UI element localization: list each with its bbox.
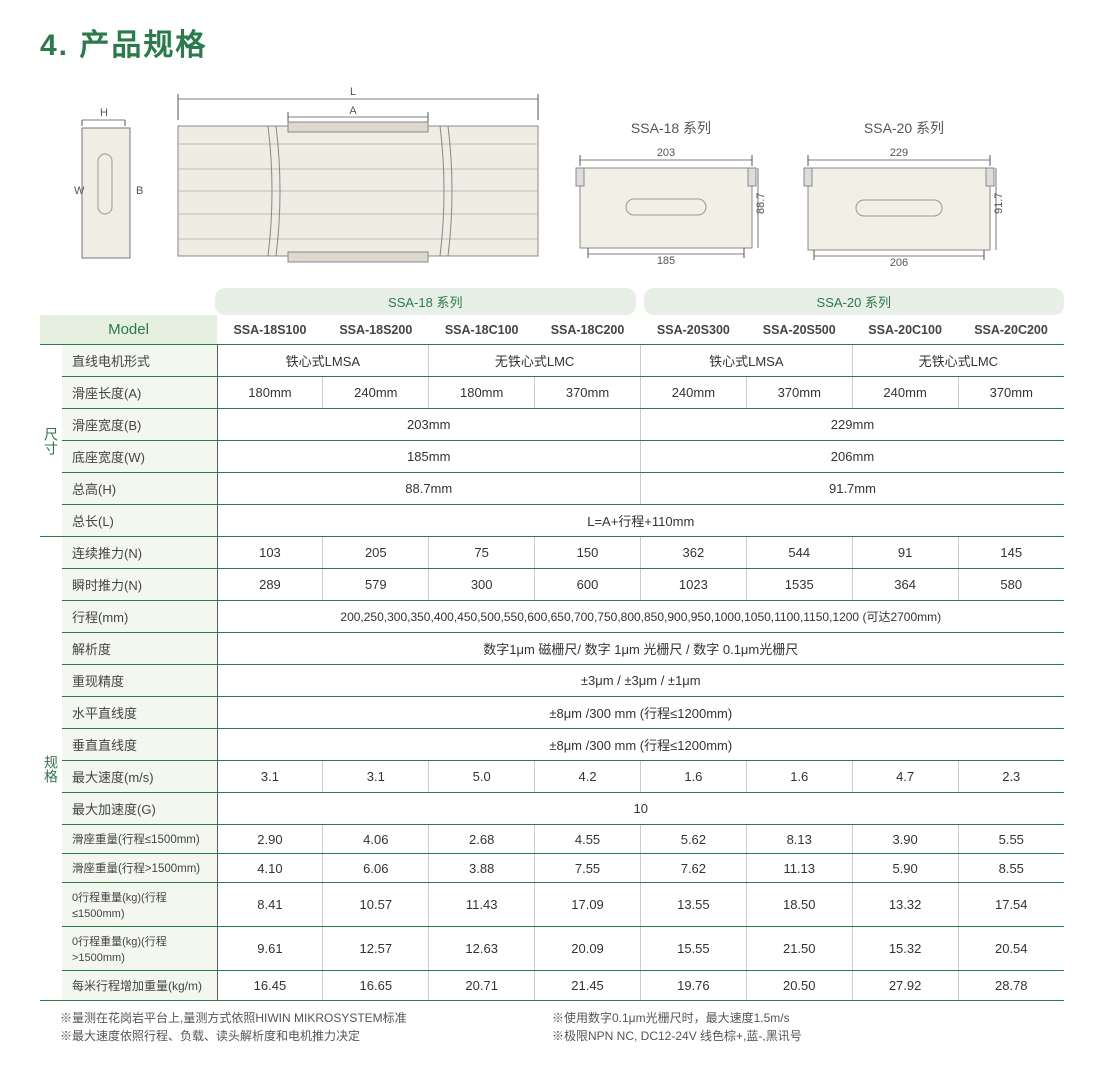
table-row: 水平直线度 ±8μm /300 mm (行程≤1200mm) bbox=[40, 697, 1064, 729]
table-header-row: Model SSA-18S100 SSA-18S200 SSA-18C100 S… bbox=[40, 315, 1064, 345]
svg-text:B: B bbox=[136, 185, 143, 197]
svg-text:185: 185 bbox=[657, 255, 675, 267]
col-header: SSA-20C100 bbox=[852, 315, 958, 345]
table-row: 解析度 数字1μm 磁栅尺/ 数字 1μm 光栅尺 / 数字 0.1μm光栅尺 bbox=[40, 633, 1064, 665]
col-header: SSA-18S200 bbox=[323, 315, 429, 345]
tab-ssa20: SSA-20 系列 bbox=[644, 288, 1065, 315]
svg-text:W: W bbox=[74, 185, 85, 197]
table-row: 行程(mm) 200,250,300,350,400,450,500,550,6… bbox=[40, 601, 1064, 633]
diagram-ssa18: SSA-18 系列 203 88.7 185 bbox=[566, 118, 776, 274]
diagram-row: H W B L A SSA-18 系列 203 bbox=[40, 84, 1064, 274]
col-header: SSA-20S500 bbox=[746, 315, 852, 345]
footnotes-left: ※量测在花岗岩平台上,量测方式依照HIWIN MIKROSYSTEM标准 ※最大… bbox=[60, 1009, 552, 1045]
section-title: 4. 产品规格 bbox=[40, 20, 1064, 64]
svg-text:A: A bbox=[349, 105, 357, 117]
svg-text:88.7: 88.7 bbox=[755, 193, 767, 214]
table-row: 滑座宽度(B) 203mm 229mm bbox=[40, 409, 1064, 441]
diagram-side-view: H W B bbox=[70, 104, 150, 274]
table-row: 滑座重量(行程>1500mm) 4.106.06 3.887.55 7.6211… bbox=[40, 854, 1064, 883]
side-label-spec: 规格 bbox=[40, 537, 62, 1001]
col-header: SSA-20S300 bbox=[640, 315, 746, 345]
table-row: 滑座长度(A) 180mm240mm 180mm370mm 240mm370mm… bbox=[40, 377, 1064, 409]
svg-text:206: 206 bbox=[890, 257, 908, 269]
footnotes: ※量测在花岗岩平台上,量测方式依照HIWIN MIKROSYSTEM标准 ※最大… bbox=[40, 1009, 1064, 1045]
row-label: 直线电机形式 bbox=[62, 345, 217, 377]
table-row: 总长(L) L=A+行程+110mm bbox=[40, 505, 1064, 537]
svg-text:229: 229 bbox=[890, 147, 908, 159]
table-row: 每米行程增加重量(kg/m) 16.4516.65 20.7121.45 19.… bbox=[40, 971, 1064, 1001]
table-row: 最大加速度(G) 10 bbox=[40, 793, 1064, 825]
svg-text:L: L bbox=[350, 86, 356, 98]
diagram-ssa20: SSA-20 系列 229 91.7 206 bbox=[794, 118, 1014, 274]
col-header: SSA-20C200 bbox=[958, 315, 1064, 345]
svg-text:203: 203 bbox=[657, 147, 675, 159]
col-header: SSA-18C100 bbox=[429, 315, 535, 345]
series-tabs: SSA-18 系列 SSA-20 系列 bbox=[215, 288, 1064, 315]
spec-table: Model SSA-18S100 SSA-18S200 SSA-18C100 S… bbox=[40, 315, 1064, 1001]
diagram-top-view: L A bbox=[168, 84, 548, 274]
table-row: 重现精度 ±3μm / ±3μm / ±1μm bbox=[40, 665, 1064, 697]
col-header: SSA-18S100 bbox=[217, 315, 323, 345]
tab-ssa18: SSA-18 系列 bbox=[215, 288, 636, 315]
footnotes-right: ※使用数字0.1μm光栅尺时，最大速度1.5m/s ※极限NPN NC, DC1… bbox=[552, 1009, 1044, 1045]
table-row: 总高(H) 88.7mm 91.7mm bbox=[40, 473, 1064, 505]
table-row: 瞬时推力(N) 289579 300600 10231535 364580 bbox=[40, 569, 1064, 601]
svg-text:H: H bbox=[100, 107, 108, 119]
table-row: 最大速度(m/s) 3.13.1 5.04.2 1.61.6 4.72.3 bbox=[40, 761, 1064, 793]
table-row: 垂直直线度 ±8μm /300 mm (行程≤1200mm) bbox=[40, 729, 1064, 761]
side-label-size: 尺寸 bbox=[40, 345, 62, 537]
col-header: SSA-18C200 bbox=[535, 315, 641, 345]
table-row: 0行程重量(kg)(行程>1500mm) 9.6112.57 12.6320.0… bbox=[40, 927, 1064, 971]
model-header: Model bbox=[40, 315, 217, 345]
table-row: 底座宽度(W) 185mm 206mm bbox=[40, 441, 1064, 473]
svg-text:91.7: 91.7 bbox=[993, 193, 1005, 214]
table-row: 尺寸 直线电机形式 铁心式LMSA 无铁心式LMC 铁心式LMSA 无铁心式LM… bbox=[40, 345, 1064, 377]
table-row: 滑座重量(行程≤1500mm) 2.904.06 2.684.55 5.628.… bbox=[40, 825, 1064, 854]
table-row: 规格 连续推力(N) 103205 75150 362544 91145 bbox=[40, 537, 1064, 569]
table-row: 0行程重量(kg)(行程≤1500mm) 8.4110.57 11.4317.0… bbox=[40, 883, 1064, 927]
